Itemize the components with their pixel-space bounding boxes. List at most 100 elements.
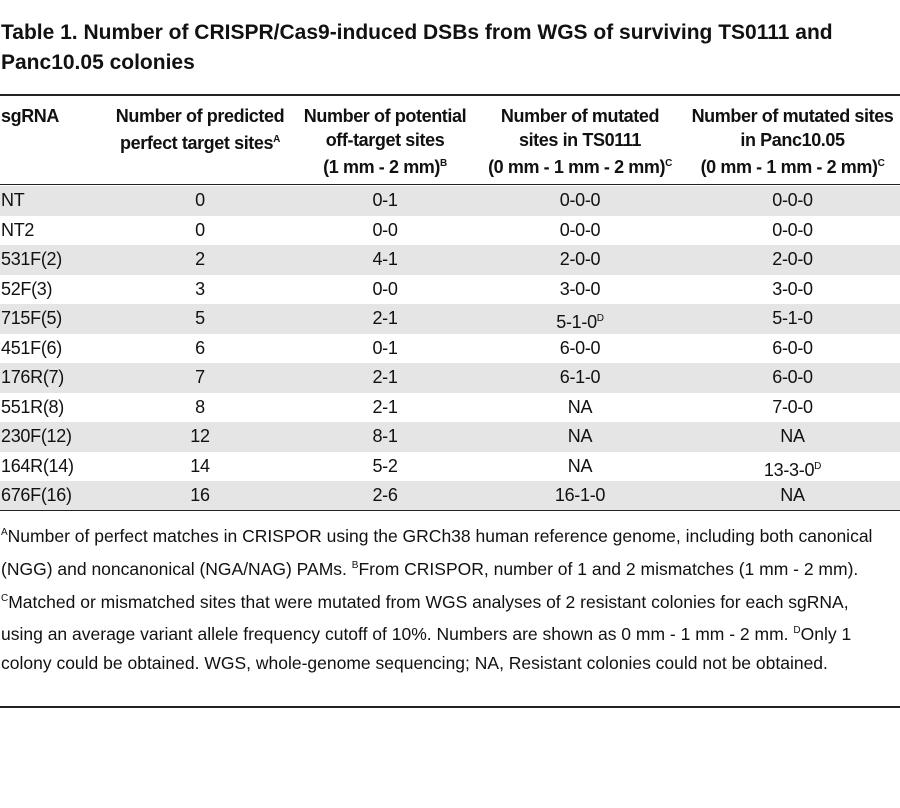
table-cell: 12	[110, 422, 290, 451]
cell-value: 176R(7)	[1, 367, 64, 387]
table-cell: 2-0-0	[480, 245, 680, 274]
cell-value: 2-6	[372, 485, 398, 505]
table-cell: 5-1-0	[690, 304, 895, 333]
cell-value: 7	[195, 367, 205, 387]
table-title: Table 1. Number of CRISPR/Cas9-induced D…	[1, 21, 833, 74]
table-cell: 3-0-0	[480, 275, 680, 304]
cell-value: 0	[195, 219, 205, 240]
header-sgrna: sgRNA	[1, 104, 111, 128]
table-cell: 676F(16)	[1, 481, 111, 510]
cell-value: 5	[195, 308, 205, 328]
header-mutated-sites-panc1005: Number of mutated sites in Panc10.05 (0 …	[690, 104, 895, 179]
table-cell: 230F(12)	[1, 422, 111, 451]
cell-value: NA	[567, 426, 593, 446]
cell-value: 6-0-0	[772, 367, 813, 387]
table-cell: 551R(8)	[1, 393, 111, 422]
table-cell: NA	[690, 481, 895, 510]
table-row: 715F(5) 5 2-1 5-1-0D 5-1-0	[0, 304, 900, 334]
header-mutated-sites-ts0111: Number of mutated sites in TS0111 (0 mm …	[480, 104, 680, 179]
table-bottom-rule	[0, 510, 900, 511]
cell-value: 2-1	[372, 367, 398, 387]
table-row: NT 0 0-1 0-0-0 0-0-0	[0, 186, 900, 216]
table-cell: NA	[480, 422, 680, 451]
cell-value: NA	[567, 396, 593, 417]
cell-value: 2	[195, 249, 205, 269]
header-line: (1 mm - 2 mm)	[323, 157, 440, 177]
cell-value: 2-0-0	[559, 249, 601, 269]
table-cell: 2-1	[295, 363, 475, 392]
footnote-mark: A	[1, 527, 8, 538]
table-cell: NA	[480, 452, 680, 481]
table-cell: 7-0-0	[690, 393, 895, 422]
cell-value: 0-0-0	[772, 219, 813, 240]
cell-value: 16-1-0	[554, 485, 606, 505]
table-body: NT 0 0-1 0-0-0 0-0-0 NT2 0 0-0 0-0-0 0-0-0 531F(2)…	[0, 186, 900, 511]
table-cell: 6-0-0	[480, 334, 680, 363]
table-cell: 176R(7)	[1, 363, 111, 392]
footnote-text: Matched or mismatched sites that were mu…	[1, 591, 849, 645]
header-line: in Panc10.05	[740, 130, 845, 150]
table-row: NT2 0 0-0 0-0-0 0-0-0	[0, 216, 900, 246]
cell-value: 2-0-0	[772, 249, 813, 269]
header-footnote-mark: B	[440, 158, 447, 169]
table-footnotes: ANumber of perfect matches in CRISPOR us…	[1, 518, 891, 678]
table-cell: 3	[110, 275, 290, 304]
cell-value: 3-0-0	[559, 278, 601, 299]
cell-value: 13-3-0	[763, 459, 815, 480]
cell-value: 0-0-0	[559, 190, 601, 210]
table-row: 52F(3) 3 0-0 3-0-0 3-0-0	[0, 275, 900, 305]
header-line: off-target sites	[325, 130, 445, 150]
cell-value: 676F(16)	[1, 485, 72, 505]
table-cell: 0-0-0	[480, 216, 680, 245]
footnote-mark: C	[1, 592, 9, 604]
table-cell: 6-0-0	[690, 334, 895, 363]
table-header: sgRNA Number of predicted perfect target…	[0, 104, 900, 184]
cell-value: 6	[195, 337, 205, 358]
table-cell: 164R(14)	[1, 452, 111, 481]
table-cell: 0	[110, 216, 290, 245]
cell-value: 0-0-0	[772, 190, 813, 210]
footnote-mark: D	[793, 625, 801, 637]
cell-value: NA	[780, 485, 805, 505]
table-cell: 5-1-0D	[480, 304, 680, 337]
table-row: 551R(8) 8 2-1 NA 7-0-0	[0, 393, 900, 423]
table-row: 230F(12) 12 8-1 NA NA	[0, 422, 900, 452]
footnote-mark: B	[351, 559, 359, 571]
cell-value: 6-0-0	[772, 337, 813, 358]
header-line: Number of potential	[303, 106, 467, 126]
header-footnote-mark: C	[877, 158, 885, 169]
cell-value: 2-1	[372, 308, 398, 328]
cell-footnote-mark: D	[596, 313, 604, 324]
table-cell: NA	[480, 393, 680, 422]
cell-value: 0-0	[372, 278, 398, 299]
header-line: sites in TS0111	[518, 130, 642, 150]
cell-value: 451F(6)	[1, 337, 62, 358]
table-cell: 8	[110, 393, 290, 422]
cell-value: 5-1-0	[772, 308, 813, 328]
table-cell: 0-0-0	[480, 186, 680, 215]
cell-value: 5-2	[372, 455, 398, 476]
bottom-rule	[0, 706, 900, 708]
cell-value: 531F(2)	[1, 249, 62, 269]
table-cell: 2-1	[295, 393, 475, 422]
cell-value: 2-1	[372, 396, 398, 417]
table-cell: 16-1-0	[480, 481, 680, 510]
table-cell: 3-0-0	[690, 275, 895, 304]
table-row: 164R(14) 14 5-2 NA 13-3-0D	[0, 452, 900, 482]
cell-value: 0	[195, 190, 205, 210]
table-cell: NA	[690, 422, 895, 451]
cell-value: 8-1	[372, 426, 398, 446]
cell-value: 6-1-0	[559, 367, 601, 387]
table-cell: NT2	[1, 216, 111, 245]
table-cell: 6-0-0	[690, 363, 895, 392]
table-cell: 2-0-0	[690, 245, 895, 274]
table-cell: 0-0	[295, 275, 475, 304]
header-line: sgRNA	[1, 106, 60, 126]
cell-value: 0-0	[372, 219, 398, 240]
table-cell: 531F(2)	[1, 245, 111, 274]
table-row: 676F(16) 16 2-6 16-1-0 NA	[0, 481, 900, 511]
header-predicted-perfect-sites: Number of predicted perfect target sites…	[110, 104, 290, 155]
cell-value: NA	[567, 455, 593, 476]
cell-value: 4-1	[372, 249, 398, 269]
table-cell: 0-1	[295, 334, 475, 363]
